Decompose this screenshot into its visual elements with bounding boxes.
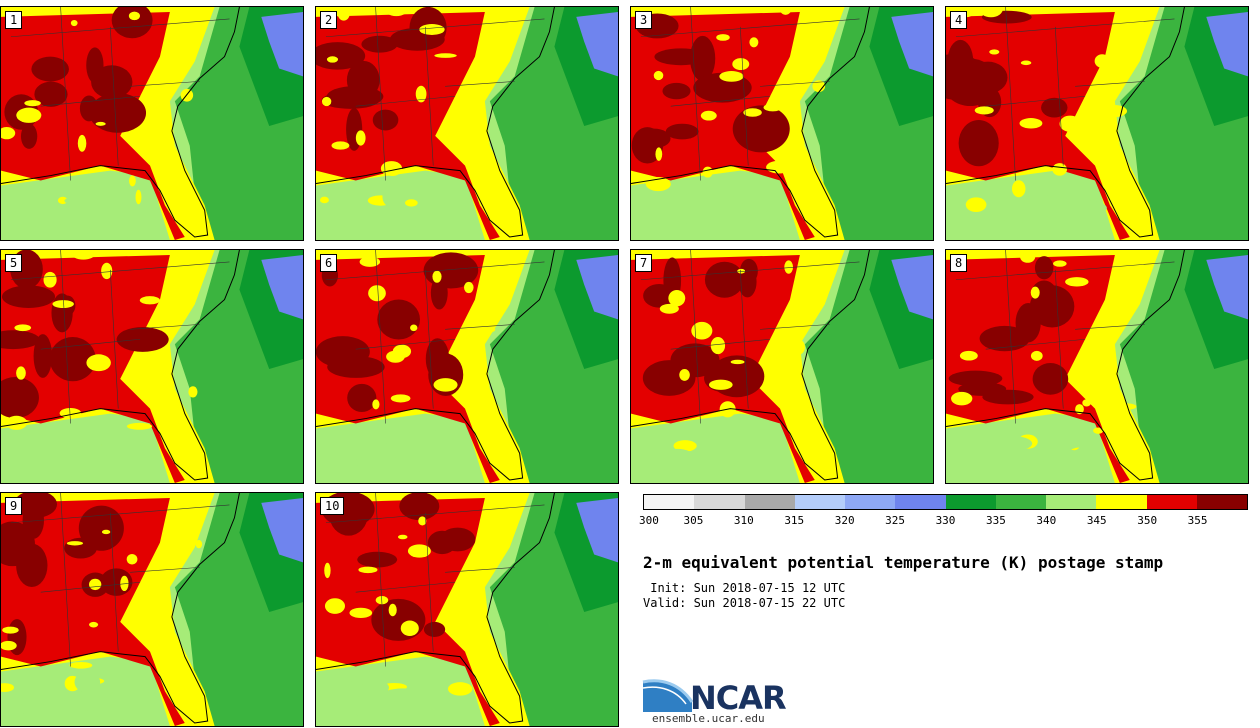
colorbar-ticks: 300 305 310 315 320 325 330 335 340 345 350 355 [639, 514, 1248, 528]
colorbar-tick-label: 355 [1187, 514, 1208, 527]
colorbar [643, 494, 1248, 510]
member-number: 4 [950, 11, 968, 29]
ncar-logo-icon [642, 679, 694, 712]
member-panel: 4 [945, 6, 1249, 241]
colorbar-tick-label: 310 [733, 514, 754, 527]
member-number: 3 [635, 11, 653, 29]
init-time: Init: Sun 2018-07-15 12 UTC [643, 581, 846, 595]
member-panel: 8 [945, 249, 1249, 484]
member-number: 9 [5, 497, 23, 515]
member-panel: 7 [630, 249, 934, 484]
member-number: 6 [320, 254, 338, 272]
member-panel: 2 [315, 6, 619, 241]
colorbar-swatch [1096, 495, 1147, 509]
member-panel: 3 [630, 6, 934, 241]
member-number: 8 [950, 254, 968, 272]
colorbar-swatch [995, 495, 1046, 509]
colorbar-tick-label: 340 [1036, 514, 1057, 527]
colorbar-tick-label: 335 [985, 514, 1006, 527]
member-number: 7 [635, 254, 653, 272]
colorbar-tick-label: 350 [1137, 514, 1158, 527]
member-number: 2 [320, 11, 338, 29]
valid-time: Valid: Sun 2018-07-15 22 UTC [643, 596, 846, 610]
colorbar-swatch [945, 495, 996, 509]
member-panel: 5 [0, 249, 304, 484]
colorbar-swatch [794, 495, 845, 509]
colorbar-swatch [744, 495, 795, 509]
logo-url: ensemble.ucar.edu [652, 712, 765, 725]
colorbar-tick-label: 345 [1086, 514, 1107, 527]
colorbar-tick-label: 320 [834, 514, 855, 527]
colorbar-tick-label: 330 [935, 514, 956, 527]
colorbar-tick-label: 325 [885, 514, 906, 527]
member-panel: 10 [315, 492, 619, 727]
member-panel: 6 [315, 249, 619, 484]
colorbar-swatch [1196, 495, 1247, 509]
colorbar-swatch [1146, 495, 1197, 509]
colorbar-swatch [644, 495, 695, 509]
colorbar-tick-label: 315 [784, 514, 805, 527]
member-panel: 9 [0, 492, 304, 727]
ncar-logo-text: NCAR [690, 679, 787, 717]
map-title: 2-m equivalent potential temperature (K)… [643, 553, 1164, 572]
colorbar-swatch [694, 495, 745, 509]
member-panel: 1 [0, 6, 304, 241]
colorbar-tick-label: 300 [639, 514, 659, 527]
colorbar-tick-label: 305 [683, 514, 704, 527]
colorbar-swatch [1046, 495, 1097, 509]
colorbar-swatch [895, 495, 946, 509]
member-number: 5 [5, 254, 23, 272]
colorbar-swatch [845, 495, 896, 509]
member-number: 1 [5, 11, 23, 29]
member-number: 10 [320, 497, 345, 515]
